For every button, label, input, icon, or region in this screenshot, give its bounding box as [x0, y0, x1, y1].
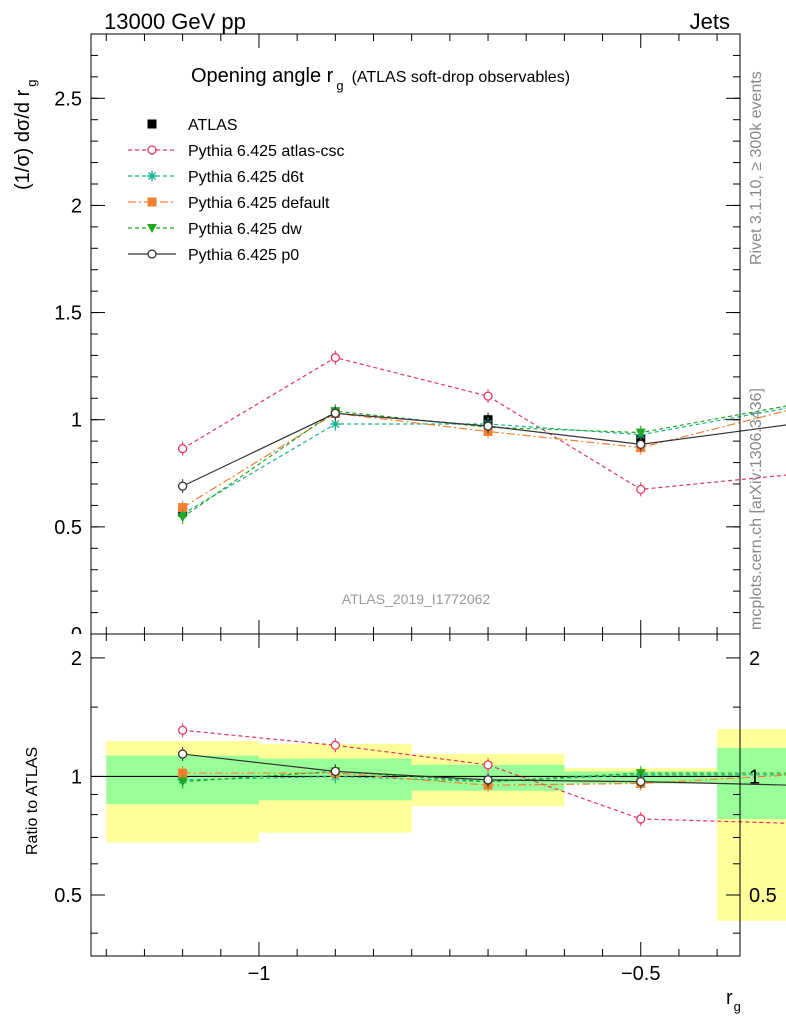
ratio-ytick-label-right: 1 — [749, 766, 760, 788]
side-label-bottom: mcplots.cern.ch [arXiv:1306.3436] — [748, 388, 765, 630]
main-series-3 — [178, 406, 786, 515]
main-ylabel-text: (1/σ) dσ/d r — [12, 89, 34, 190]
legend: ATLAS Pythia 6.425 atlas-csc Pythia 6.425 … — [128, 117, 345, 264]
watermark: ATLAS_2019_I1772062 — [342, 591, 491, 607]
legend-marker — [147, 224, 157, 233]
ratio-point — [483, 760, 493, 770]
main-ytick-label: 1 — [71, 410, 82, 432]
legend-label: ATLAS — [188, 117, 238, 134]
legend-marker — [147, 171, 157, 181]
main-title-sub: g — [336, 78, 343, 93]
ratio-ytick-label: 1 — [71, 766, 82, 788]
main-point — [635, 428, 646, 438]
ratio-frame — [90, 633, 741, 957]
main-series-1 — [177, 350, 786, 497]
side-label-top: Rivet 3.1.10, ≥ 300k events — [748, 71, 765, 265]
main-title-main: Opening angle r — [191, 65, 334, 87]
main-point — [178, 503, 188, 513]
ratio-series-4-line — [182, 753, 786, 786]
ratio-point — [636, 777, 646, 787]
legend-marker — [147, 145, 157, 155]
ratio-series-1-line — [182, 774, 786, 783]
legend-label: Pythia 6.425 atlas-csc — [188, 143, 345, 160]
ratio-panel: 0.5 0.5 1 1 2 2 −1 −0.5 Ratio to ATLAS rg — [24, 633, 786, 1014]
ratio-point — [635, 769, 646, 779]
legend-label: Pythia 6.425 d6t — [188, 169, 304, 186]
ratio-series-0-line — [182, 729, 786, 824]
ratio-point — [177, 725, 188, 735]
ratio-ylabel: Ratio to ATLAS — [24, 747, 41, 855]
ratio-xtick-label: −1 — [248, 963, 271, 985]
ratio-ytick-label-right: 2 — [749, 648, 760, 670]
main-ytick-label: 2 — [71, 195, 82, 217]
main-ytick-label: 0.5 — [54, 517, 82, 539]
main-ytick-label: 2.5 — [54, 88, 82, 110]
main-title-extra: (ATLAS soft-drop observables) — [352, 69, 570, 86]
ratio-point — [177, 749, 188, 759]
legend-marker — [147, 197, 157, 207]
main-title: Opening angle r g (ATLAS soft-drop observa… — [191, 65, 570, 93]
main-point — [330, 419, 341, 429]
main-series-1-line — [182, 356, 786, 490]
legend-entry: Pythia 6.425 d6t — [128, 169, 304, 186]
legend-marker — [147, 119, 157, 129]
ratio-point — [330, 766, 340, 777]
legend-entry: Pythia 6.425 default — [128, 195, 330, 212]
main-title-text: Opening angle r g (ATLAS soft-drop observa… — [191, 65, 570, 93]
main-point — [483, 391, 493, 401]
ratio-ytick-label: 2 — [71, 648, 82, 670]
legend-marker — [147, 249, 157, 259]
legend-entry: Pythia 6.425 atlas-csc — [128, 143, 345, 160]
ratio-point — [177, 777, 188, 787]
ratio-point — [483, 775, 493, 785]
main-series-5-line — [182, 412, 786, 487]
legend-entry: Pythia 6.425 dw — [128, 221, 302, 238]
legend-entry: Pythia 6.425 p0 — [128, 247, 299, 264]
main-ylabel-sub: g — [24, 80, 39, 87]
main-point — [483, 421, 493, 431]
ratio-xlabel: rg — [726, 987, 741, 1014]
ratio-series-0 — [177, 723, 786, 826]
main-series-4 — [177, 404, 786, 525]
main-point — [177, 513, 188, 523]
ratio-point — [636, 814, 646, 824]
ratio-point — [330, 740, 340, 750]
main-series-4-line — [182, 405, 786, 518]
main-point — [330, 352, 340, 363]
ratio-series-3-line — [182, 770, 786, 783]
header-right: Jets — [690, 9, 730, 34]
legend-entry: ATLAS — [147, 117, 238, 134]
main-point — [330, 408, 340, 418]
header-left: 13000 GeV pp — [104, 9, 246, 34]
main-point — [177, 443, 188, 454]
main-ytick-label: 1.5 — [54, 303, 82, 325]
legend-label: Pythia 6.425 default — [188, 195, 330, 212]
legend-label: Pythia 6.425 p0 — [188, 247, 299, 264]
main-panel: 0.5 1 1.5 2 2.5 0 ATLAS_2019_I1772062 Opening… — [12, 33, 786, 646]
main-point — [636, 439, 646, 450]
ratio-xlabel-sub: g — [734, 999, 741, 1014]
main-point — [636, 484, 646, 495]
ratio-xlabel-text: r — [726, 987, 733, 1009]
ratio-ytick-label: 0.5 — [54, 885, 82, 907]
ratio-ytick-label-right: 0.5 — [749, 885, 777, 907]
legend-label: Pythia 6.425 dw — [188, 221, 302, 238]
main-series-5 — [177, 406, 786, 494]
main-point — [177, 481, 188, 491]
ratio-series-4 — [177, 747, 786, 789]
main-ytick-label-zero: 0 — [71, 624, 82, 646]
ratio-xtick-label: −0.5 — [621, 963, 660, 985]
main-series-2 — [177, 407, 786, 521]
main-ylabel: (1/σ) dσ/d r g — [12, 80, 39, 191]
main-series-0 — [178, 406, 646, 519]
ratio-point — [178, 768, 188, 778]
